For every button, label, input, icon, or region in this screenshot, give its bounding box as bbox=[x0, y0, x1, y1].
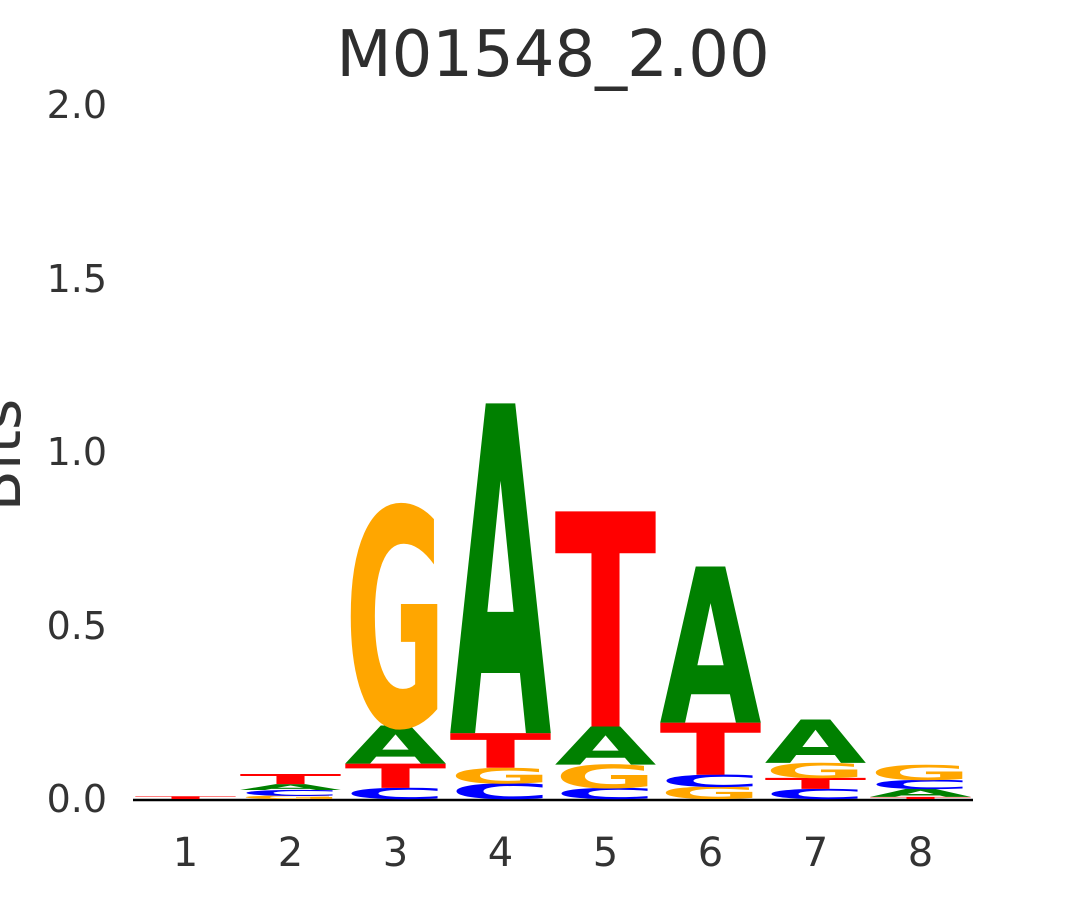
x-tick-label: 3 bbox=[382, 830, 409, 876]
logo-letter-C-pos5: C bbox=[555, 785, 657, 803]
logo-letter-A-pos6: A bbox=[660, 525, 762, 774]
logo-letter-C-pos3: C bbox=[345, 785, 447, 803]
y-tick-label: 1.5 bbox=[46, 256, 107, 301]
x-tick-label: 5 bbox=[592, 830, 619, 876]
logo-letter-A-pos8: A bbox=[870, 787, 972, 800]
x-tick-label: 1 bbox=[172, 830, 199, 876]
y-tick-label: 1.0 bbox=[46, 430, 107, 474]
x-tick-label: 8 bbox=[907, 830, 934, 876]
logo-letter-T-pos2: T bbox=[240, 771, 343, 787]
logo-letter-T-pos3: T bbox=[345, 757, 447, 796]
logo-letter-G-pos6: G bbox=[660, 783, 762, 803]
logo-letter-G-pos4: G bbox=[450, 764, 552, 789]
logo-letter-G-pos5: G bbox=[555, 758, 657, 795]
logo-letter-C-pos2: C bbox=[240, 788, 342, 797]
x-tick-label: 4 bbox=[487, 830, 514, 876]
logo-letter-G-pos2: G bbox=[240, 795, 342, 800]
logo-letter-G-pos7: G bbox=[765, 759, 867, 783]
logo-letter-T-pos6: T bbox=[660, 709, 762, 792]
logo-letter-T-pos5: T bbox=[555, 452, 657, 796]
x-tick-label: 2 bbox=[277, 830, 304, 876]
chart-title: M01548_2.00 bbox=[336, 18, 770, 92]
logo-letter-T-pos8: T bbox=[870, 796, 972, 799]
y-tick-label: 0.0 bbox=[46, 777, 107, 821]
logo-letter-G-pos8: G bbox=[870, 761, 972, 785]
logo-letter-T-pos1: T bbox=[135, 795, 237, 799]
logo-letter-C-pos7: C bbox=[765, 786, 867, 802]
logo-letter-A-pos5: A bbox=[555, 716, 657, 777]
logo-letter-G-pos3: G bbox=[345, 448, 447, 797]
logo-letter-C-pos8: C bbox=[870, 777, 972, 791]
logo-letter-A-pos4: A bbox=[450, 315, 553, 841]
logo-letter-C-pos6: C bbox=[660, 771, 762, 791]
x-tick-label: 7 bbox=[802, 830, 829, 876]
y-tick-label: 0.5 bbox=[46, 603, 107, 648]
logo-letter-T-pos4: T bbox=[450, 724, 552, 779]
logo-letter-A-pos7: A bbox=[765, 709, 867, 778]
x-tick-label: 6 bbox=[697, 830, 724, 876]
logo-letter-A-pos2: A bbox=[240, 782, 342, 791]
logo-letter-C-pos4: C bbox=[450, 779, 552, 804]
logo-letter-T-pos7: T bbox=[765, 775, 867, 793]
y-tick-label: 2.0 bbox=[46, 83, 107, 127]
logo-letter-A-pos3: A bbox=[345, 715, 447, 776]
